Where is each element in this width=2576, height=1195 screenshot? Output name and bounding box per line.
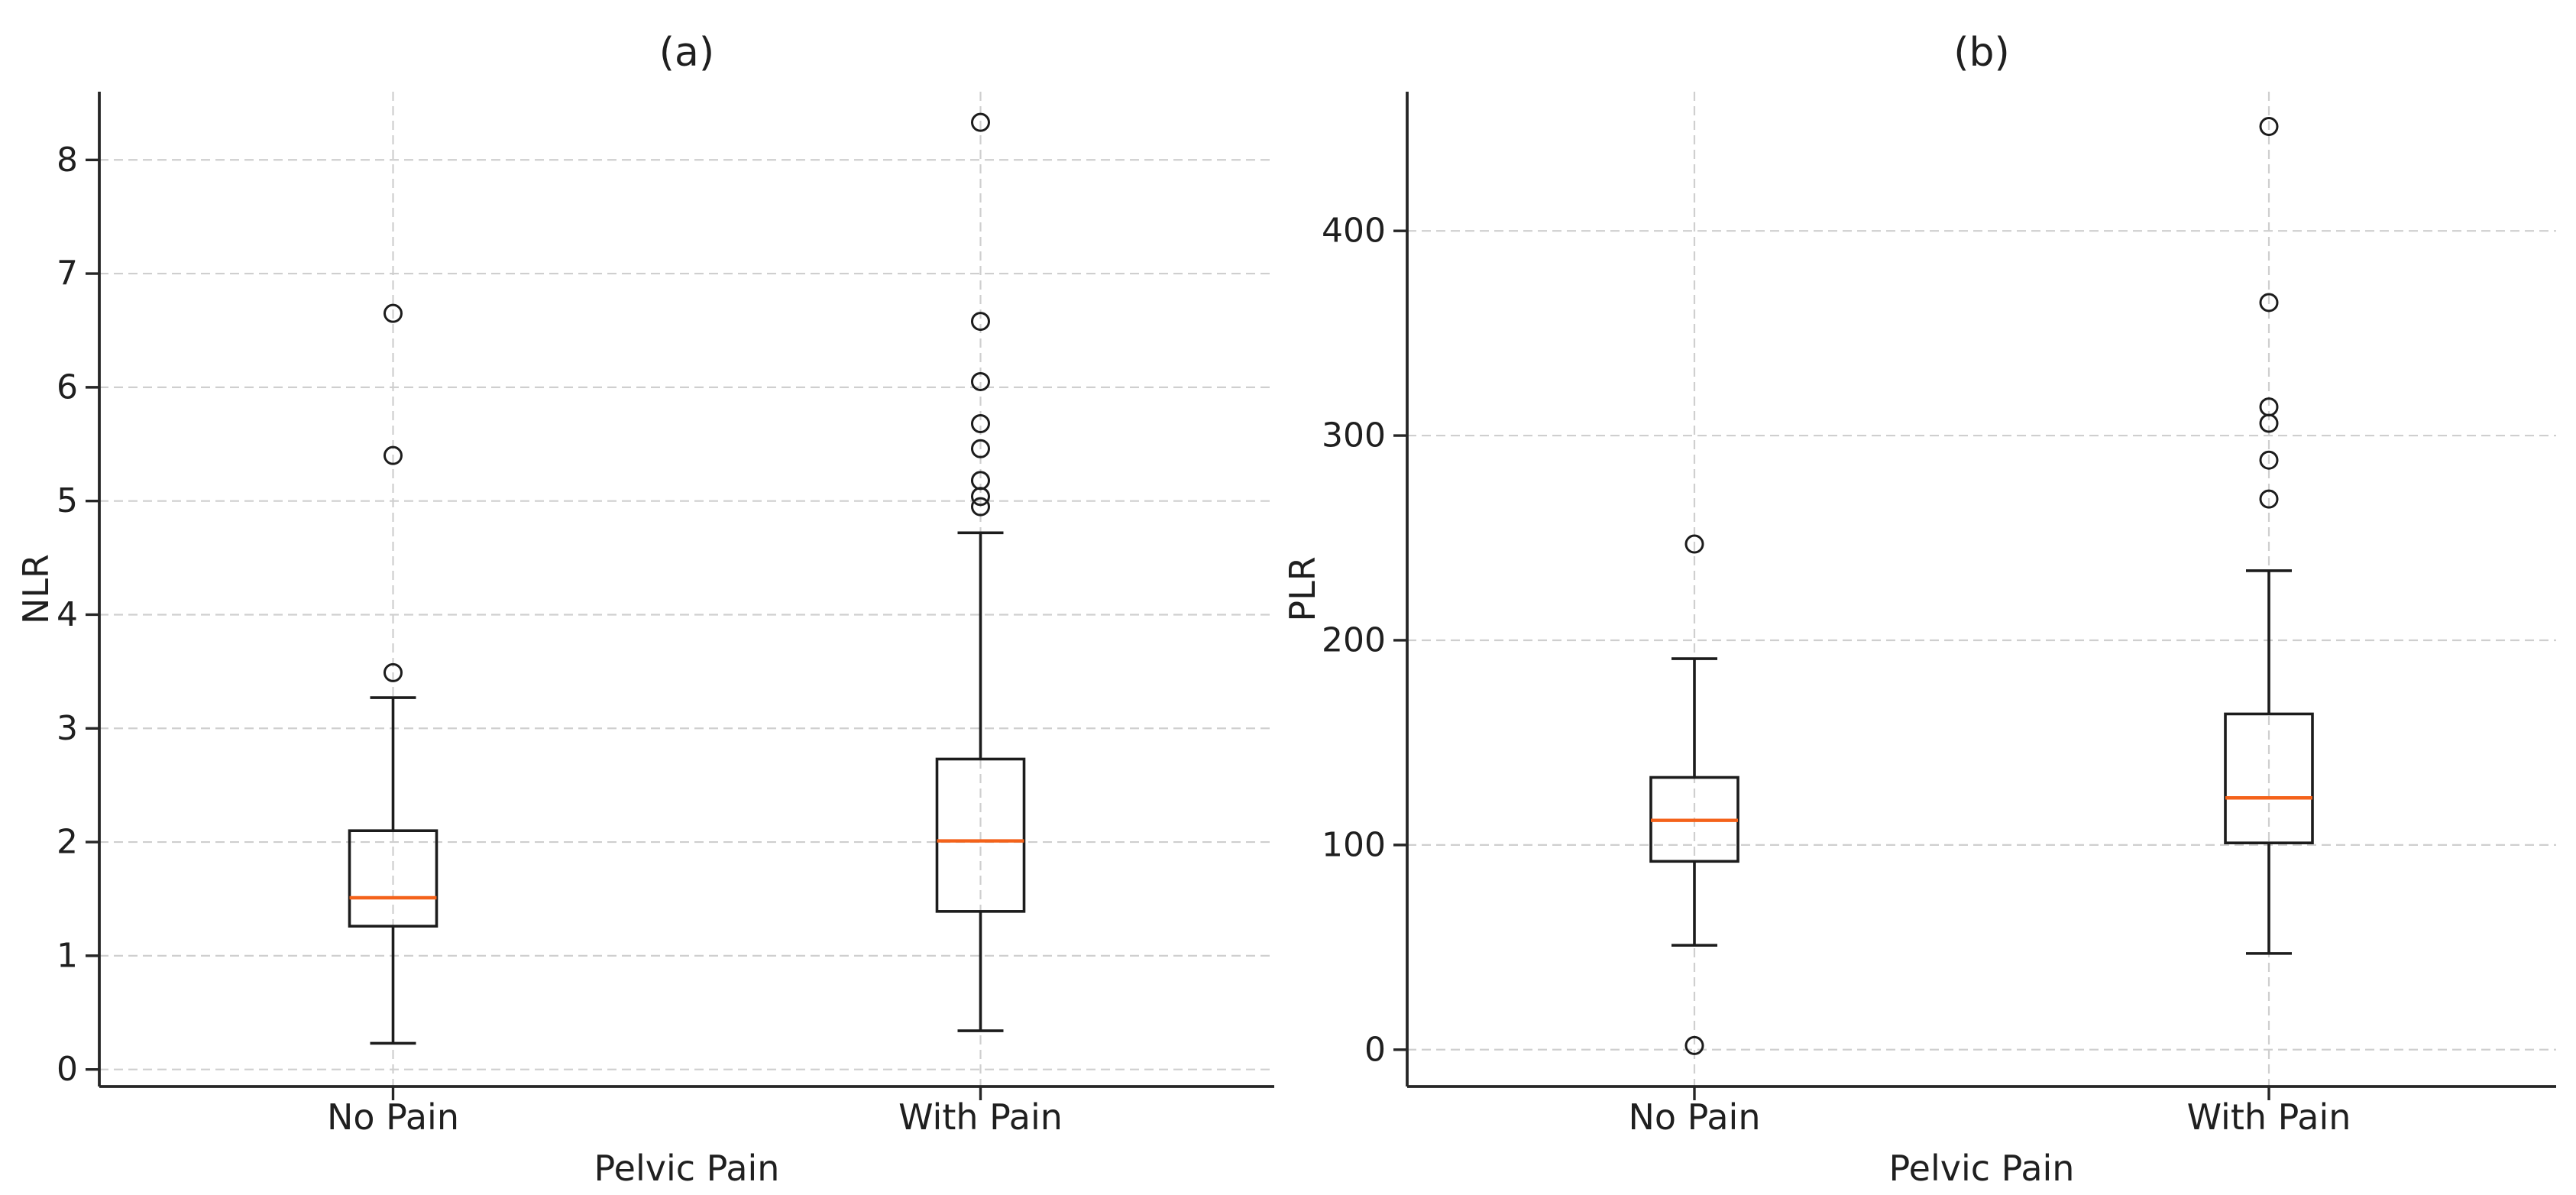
iqr-box: [348, 829, 439, 928]
y-tick-label: 200: [1322, 620, 1386, 659]
y-tick-label: 400: [1322, 212, 1386, 251]
outlier-point: [971, 371, 990, 391]
panel-title: (a): [659, 30, 714, 76]
x-axis-label: Pelvic Pain: [1889, 1148, 2075, 1189]
y-tick-label: 1: [57, 936, 78, 975]
outlier-point: [383, 445, 403, 465]
y-tick-label: 0: [1364, 1030, 1386, 1069]
y-tick-label: 3: [57, 709, 78, 748]
outlier-point: [971, 413, 990, 433]
y-axis-label: PLR: [1282, 556, 1323, 621]
y-tick-label: 5: [57, 481, 78, 520]
outlier-point: [971, 439, 990, 458]
outlier-point: [971, 312, 990, 332]
iqr-box: [935, 757, 1026, 913]
iqr-box: [2224, 712, 2314, 844]
box-group: [348, 303, 439, 1045]
panel-a: 0 1 2 3 4 5 6 7 8 No Pain With Pain (a) Pelvic Pain N…: [15, 30, 1274, 1189]
category-label: No Pain: [327, 1096, 459, 1138]
y-tick-label: 4: [57, 595, 78, 634]
category-label: With Pain: [898, 1096, 1063, 1138]
outlier-point: [971, 497, 990, 517]
outlier-point: [2259, 450, 2279, 470]
x-axis-label: Pelvic Pain: [594, 1148, 780, 1189]
outlier-point: [1684, 1035, 1704, 1055]
outlier-point: [2259, 293, 2279, 313]
y-axis-label: NLR: [15, 554, 57, 624]
outlier-point: [2259, 117, 2279, 137]
y-tick-label: 100: [1322, 825, 1386, 864]
outlier-point: [383, 662, 403, 682]
outlier-point: [971, 112, 990, 132]
outlier-point: [1684, 534, 1704, 554]
outlier-point: [2259, 397, 2279, 417]
y-tick-label: 7: [57, 254, 78, 293]
box-group: [935, 112, 1026, 1032]
outlier-point: [383, 303, 403, 323]
y-tick-label: 2: [57, 823, 78, 862]
panel-title: (b): [1953, 30, 2010, 76]
box-group: [2224, 117, 2314, 955]
y-tick-label: 8: [57, 141, 78, 180]
panel-b: 0 100 200 300 400 No Pain With Pain (b) Pelvic P…: [1282, 30, 2556, 1189]
outlier-point: [971, 471, 990, 491]
outlier-point: [2259, 489, 2279, 509]
y-tick-label: 6: [57, 368, 78, 406]
category-label: No Pain: [1629, 1096, 1761, 1138]
box-group: [1649, 534, 1739, 1055]
y-tick-label: 0: [57, 1050, 78, 1089]
y-tick-label: 300: [1322, 416, 1386, 455]
category-label: With Pain: [2187, 1096, 2351, 1138]
